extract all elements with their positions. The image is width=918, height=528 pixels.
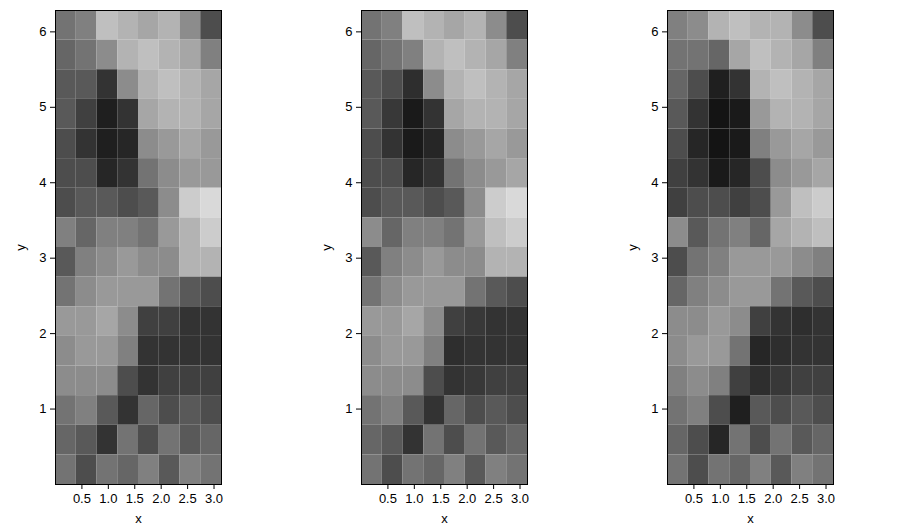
svg-text:2.5: 2.5 (791, 491, 809, 506)
svg-text:6: 6 (651, 24, 658, 39)
svg-text:2.0: 2.0 (764, 491, 782, 506)
svg-text:1: 1 (651, 401, 658, 416)
svg-text:2.0: 2.0 (458, 491, 476, 506)
svg-text:1.0: 1.0 (99, 491, 117, 506)
svg-text:4: 4 (651, 175, 658, 190)
svg-text:2.5: 2.5 (485, 491, 503, 506)
svg-text:3: 3 (345, 250, 352, 265)
svg-text:1.0: 1.0 (405, 491, 423, 506)
svg-text:3.0: 3.0 (817, 491, 835, 506)
svg-text:x: x (135, 511, 142, 526)
svg-text:x: x (441, 511, 448, 526)
svg-text:4: 4 (39, 175, 46, 190)
svg-text:4: 4 (345, 175, 352, 190)
svg-text:1: 1 (345, 401, 352, 416)
svg-text:6: 6 (39, 24, 46, 39)
svg-text:1.5: 1.5 (738, 491, 756, 506)
svg-text:3.0: 3.0 (511, 491, 529, 506)
svg-text:y: y (319, 244, 334, 251)
svg-text:1.5: 1.5 (126, 491, 144, 506)
svg-text:y: y (13, 244, 28, 251)
svg-text:y: y (625, 244, 640, 251)
svg-text:0.5: 0.5 (685, 491, 703, 506)
svg-text:0.5: 0.5 (379, 491, 397, 506)
svg-text:1.5: 1.5 (432, 491, 450, 506)
svg-text:2.5: 2.5 (179, 491, 197, 506)
svg-text:3: 3 (39, 250, 46, 265)
svg-text:1.0: 1.0 (711, 491, 729, 506)
svg-text:1: 1 (39, 401, 46, 416)
svg-text:3.0: 3.0 (205, 491, 223, 506)
svg-text:x: x (747, 511, 754, 526)
svg-text:5: 5 (651, 99, 658, 114)
svg-text:6: 6 (345, 24, 352, 39)
svg-text:5: 5 (39, 99, 46, 114)
svg-text:0.5: 0.5 (73, 491, 91, 506)
svg-text:3: 3 (651, 250, 658, 265)
svg-text:2: 2 (345, 326, 352, 341)
svg-text:2: 2 (39, 326, 46, 341)
svg-text:2.0: 2.0 (152, 491, 170, 506)
svg-text:2: 2 (651, 326, 658, 341)
svg-text:5: 5 (345, 99, 352, 114)
